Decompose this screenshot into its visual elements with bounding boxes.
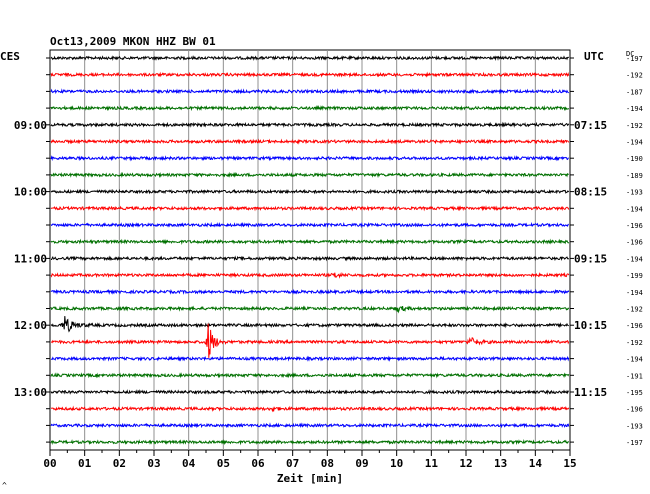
traces (50, 55, 570, 446)
dc-offset-label: -192 (626, 72, 643, 80)
x-tick-label: 07 (286, 457, 299, 470)
dc-offset-label: -196 (626, 406, 643, 414)
plot-frame (49, 49, 571, 451)
right-axis-label: UTC (584, 50, 604, 63)
right-time-label: 09:15 (574, 252, 607, 265)
dc-offset-label: -193 (626, 422, 643, 430)
dc-offset-label: -190 (626, 155, 643, 163)
trace-line (50, 272, 570, 279)
x-tick-label: 06 (251, 457, 265, 470)
left-axis-label: CES (0, 50, 20, 63)
trace-line (51, 255, 570, 262)
dc-offset-label: -199 (626, 272, 643, 280)
chart-title: Oct13,2009 MKON HHZ BW 01 (50, 35, 216, 48)
trace-line (50, 105, 570, 112)
dc-offset-label: -194 (626, 139, 643, 147)
right-time-label: 07:15 (574, 119, 607, 132)
x-tick-label: 00 (43, 457, 56, 470)
dc-offset-label: -196 (626, 222, 643, 230)
dc-offset-label: -192 (626, 122, 643, 130)
trace-line (50, 389, 569, 396)
dc-offset-label: -189 (626, 172, 643, 180)
trace-line (50, 439, 570, 446)
x-tick-label: 12 (459, 457, 472, 470)
trace-line (50, 305, 570, 314)
trace-line (50, 422, 570, 429)
dc-offset-label: -196 (626, 239, 643, 247)
trace-line (50, 288, 570, 295)
trace-line (50, 171, 569, 179)
left-time-label: 09:00 (14, 119, 47, 132)
x-tick-label: 09 (355, 457, 368, 470)
trace-line (50, 55, 570, 62)
corner-mark: ^ (2, 481, 7, 490)
trace-line (50, 155, 569, 162)
dc-offset-label: -196 (626, 322, 643, 330)
x-tick-label: 01 (78, 457, 92, 470)
x-tick-label: 15 (563, 457, 576, 470)
trace-line (50, 138, 570, 145)
dc-offset-label: -193 (626, 189, 643, 197)
x-tick-label: 04 (182, 457, 196, 470)
left-time-label: 11:00 (14, 252, 47, 265)
dc-label: DC (626, 50, 634, 58)
grid (46, 49, 574, 456)
left-time-label: 13:00 (14, 386, 47, 399)
dc-offset-label: -197 (626, 55, 643, 63)
x-axis-label: Zeit [min] (277, 472, 343, 485)
dc-offset-label: -194 (626, 105, 643, 113)
x-tick-label: 03 (147, 457, 160, 470)
trace-line (50, 88, 569, 95)
trace-line (50, 221, 569, 229)
dc-offset-label: -192 (626, 306, 643, 314)
dc-offset-label: -195 (626, 389, 643, 397)
dc-offset-label: -197 (626, 439, 643, 447)
trace-line (50, 372, 570, 379)
x-tick-label: 11 (425, 457, 439, 470)
right-time-label: 08:15 (574, 186, 607, 199)
x-tick-label: 10 (390, 457, 403, 470)
trace-line (50, 238, 570, 245)
trace-line (50, 121, 570, 128)
x-tick-label: 13 (494, 457, 507, 470)
trace-line (50, 205, 570, 212)
trace-line (51, 323, 570, 358)
dc-offset-label: -194 (626, 289, 643, 297)
trace-line (50, 405, 570, 413)
left-time-label: 12:00 (14, 319, 47, 332)
dc-offset-label: -192 (626, 339, 643, 347)
axis-labels: 00 01 02 03 04 05 06 07 08 09 10 11 12 13 14 15 -197 -192… (14, 55, 643, 470)
trace-line (50, 188, 570, 195)
x-tick-label: 05 (217, 457, 230, 470)
left-time-label: 10:00 (14, 186, 47, 199)
trace-line (50, 355, 570, 362)
dc-offset-label: -191 (626, 372, 643, 380)
x-tick-label: 14 (529, 457, 543, 470)
trace-line (50, 71, 570, 78)
dc-offset-label: -194 (626, 255, 643, 263)
dc-offset-label: -187 (626, 88, 643, 96)
x-tick-label: 02 (113, 457, 126, 470)
dc-offset-label: -194 (626, 356, 643, 364)
x-tick-label: 08 (321, 457, 334, 470)
trace-line (50, 316, 569, 333)
right-time-label: 10:15 (574, 319, 607, 332)
right-time-label: 11:15 (574, 386, 607, 399)
dc-offset-label: -194 (626, 205, 643, 213)
